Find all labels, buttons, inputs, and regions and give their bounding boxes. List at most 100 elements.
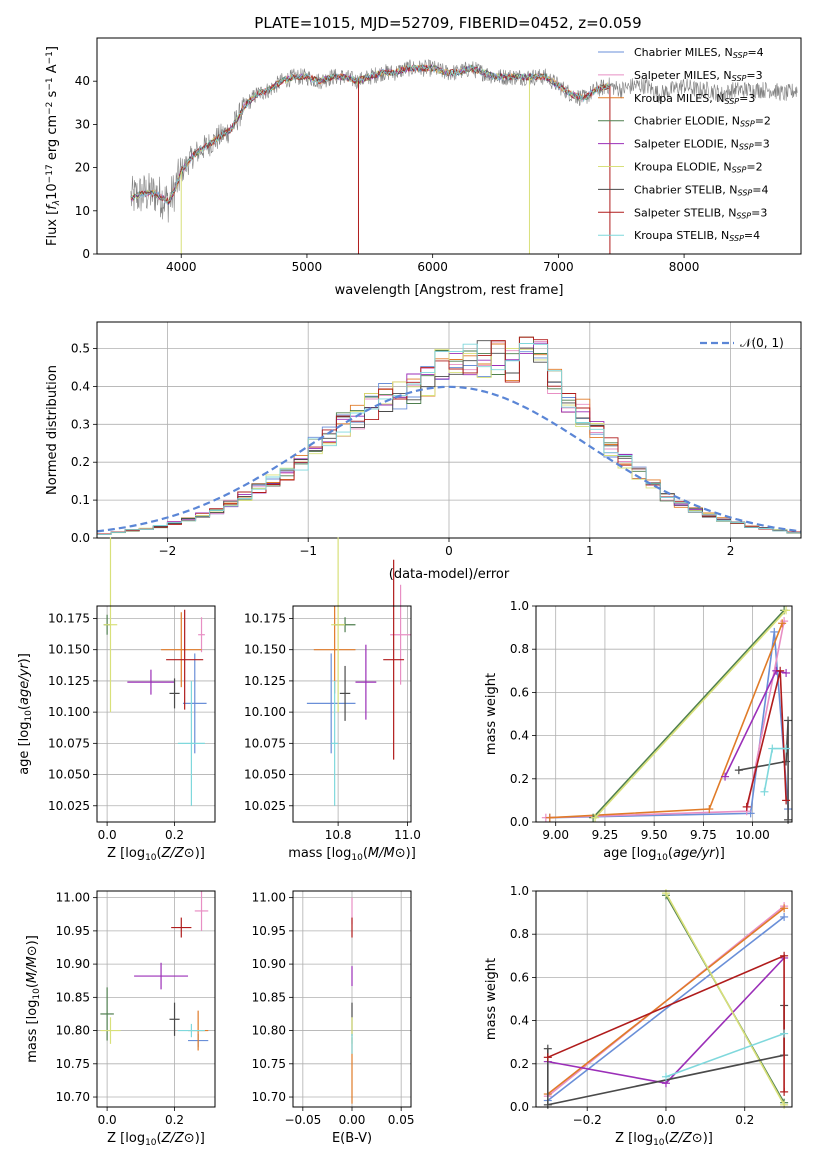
x-tick-label: −2 — [159, 544, 177, 558]
x-tick-label: 10.00 — [735, 828, 769, 842]
text-part: ( — [17, 705, 32, 710]
text-part: )] — [195, 846, 205, 861]
y-tick-label: 0.8 — [510, 927, 529, 941]
y-tick-label: 0.8 — [510, 642, 529, 656]
figure-title: PLATE=1015, MJD=52709, FIBERID=0452, z=0… — [254, 14, 641, 32]
text-part: M/M⊙ — [368, 846, 406, 861]
x-tick-label: 4000 — [166, 260, 197, 274]
x-tick-label: 0.0 — [656, 1113, 675, 1127]
text-part: )] — [406, 846, 416, 861]
y-tick-label: 10.85 — [56, 990, 90, 1004]
axes-frame — [96, 890, 216, 1108]
age-vs-mass-chart: 10.8 11.0 10.025 10.050 10.075 10.100 10.125 10… — [244, 537, 421, 863]
y-tick-label: 10.90 — [252, 957, 286, 971]
text-part: age [log — [17, 722, 32, 775]
text-part: )] — [195, 1131, 205, 1146]
x-tick-label: 7000 — [543, 260, 574, 274]
text-part: 10 — [24, 710, 34, 722]
y-axis-label: mass weight — [484, 958, 499, 1040]
y-tick-label: 0.4 — [510, 1014, 529, 1028]
x-tick-label: 10.8 — [325, 828, 352, 842]
text-part: Kroupa ELODIE, N — [634, 161, 732, 174]
text-part: Kroupa MILES, N — [634, 92, 724, 105]
text-part: SSP — [739, 143, 754, 152]
y-axis-label: mass weight — [484, 673, 499, 755]
text-part: Z [log — [107, 1131, 145, 1146]
model-spectrum-line — [130, 64, 609, 203]
text-part: =3 — [754, 138, 770, 151]
axes-frame — [96, 37, 802, 255]
legend-label: Salpeter ELODIE, NSSP=3 — [634, 138, 770, 152]
legend-label: Chabrier ELODIE, NSSP=2 — [634, 115, 771, 129]
x-axis-label: Z [log10(Z/Z⊙)] — [107, 846, 205, 863]
model-spectrum-line — [130, 64, 610, 205]
text-part: ( — [363, 846, 368, 861]
mass-vs-metallicity-chart: 0.0 0.2 10.70 10.75 10.80 10.85 10.90 10.95 11.0… — [25, 890, 216, 1148]
y-tick-label: 10.125 — [48, 674, 90, 688]
model-spectrum-line — [130, 64, 609, 205]
model-spectrum-line — [130, 64, 609, 206]
x-tick-label: 0.2 — [165, 1113, 184, 1127]
text-part: Kroupa STELIB, N — [634, 229, 729, 242]
y-tick-label: 10.70 — [252, 1090, 286, 1104]
model-spectrum-line — [130, 64, 609, 204]
axes-frame — [292, 605, 412, 823]
x-tick-label: 6000 — [417, 260, 448, 274]
series-line — [547, 907, 785, 1095]
y-tick-label: 0.0 — [510, 1100, 529, 1114]
text-part: Chabrier STELIB, N — [634, 183, 738, 196]
text-part: −1 — [45, 51, 55, 64]
text-part: −17 — [45, 164, 55, 183]
y-tick-label: 0.6 — [510, 970, 529, 984]
y-axis-label: mass [log10(M/M⊙)] — [25, 935, 42, 1063]
model-spectrum-line — [130, 64, 609, 205]
y-tick-label: 0.2 — [510, 1057, 529, 1071]
text-part: Z [log — [107, 846, 145, 861]
text-part: −2 — [45, 102, 55, 115]
text-part: =3 — [746, 69, 762, 82]
text-part: SSP — [729, 235, 744, 244]
x-axis-label: wavelength [Angstrom, rest frame] — [335, 283, 564, 298]
y-tick-label: 0.1 — [71, 493, 90, 507]
text-part: 10 — [45, 183, 60, 200]
y-tick-label: 20 — [75, 161, 90, 175]
axes-frame — [535, 605, 793, 823]
legend-label: Kroupa MILES, NSSP=3 — [634, 92, 755, 106]
text-part: ( — [157, 846, 162, 861]
series-line — [738, 720, 789, 820]
text-part: ( — [157, 1131, 162, 1146]
y-tick-label: 0.0 — [510, 815, 529, 829]
y-tick-label: 10.125 — [244, 674, 286, 688]
text-part: =2 — [746, 161, 762, 174]
text-part: =3 — [751, 206, 767, 219]
x-tick-label: 11.0 — [394, 828, 421, 842]
text-part: −1 — [45, 77, 55, 90]
text-part: A — [45, 64, 60, 77]
axes-frame — [292, 890, 412, 1108]
text-part: age [log — [603, 846, 656, 861]
x-tick-label: 0.00 — [339, 1113, 366, 1127]
series-line — [665, 892, 785, 1106]
y-tick-label: 10.025 — [244, 799, 286, 813]
text-part: SSP — [732, 166, 747, 175]
text-part: )] — [703, 1131, 713, 1146]
model-spectrum-line — [130, 64, 609, 205]
y-tick-label: 0.6 — [510, 685, 529, 699]
series-line — [763, 747, 787, 792]
x-tick-label: 9.50 — [641, 828, 668, 842]
text-part: M/M⊙ — [25, 945, 40, 983]
legend-label: Kroupa STELIB, NSSP=4 — [634, 229, 760, 243]
age-vs-metallicity-chart: 0.0 0.2 10.025 10.050 10.075 10.100 10.125 10.1… — [17, 537, 216, 863]
text-part: =4 — [747, 46, 763, 59]
text-part: Z/Z⊙ — [161, 1131, 195, 1146]
text-part: Chabrier MILES, N — [634, 46, 733, 59]
y-tick-label: 10.050 — [244, 768, 286, 782]
x-tick-label: 0.2 — [735, 1113, 754, 1127]
legend-label: Salpeter STELIB, NSSP=3 — [634, 206, 767, 220]
text-part: Flux [ — [45, 210, 60, 246]
text-part: =4 — [752, 183, 768, 196]
text-part: ( — [25, 983, 40, 988]
y-tick-label: 10.075 — [48, 736, 90, 750]
y-tick-label: 10.75 — [252, 1057, 286, 1071]
